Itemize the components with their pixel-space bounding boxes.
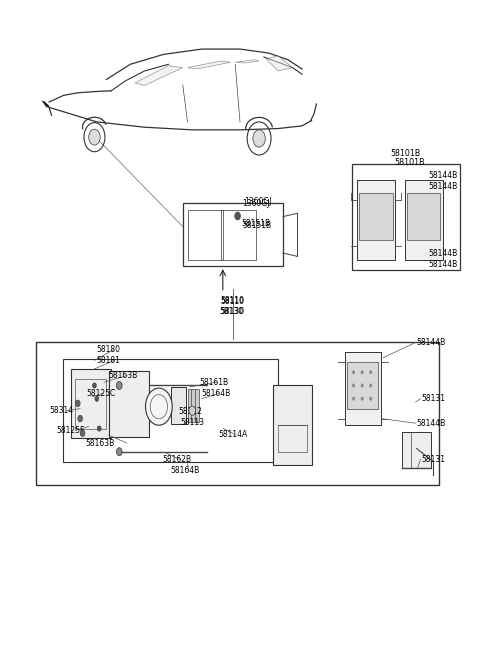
Circle shape <box>80 430 85 436</box>
Text: 58114A: 58114A <box>218 430 248 439</box>
Polygon shape <box>266 56 292 71</box>
Text: 58131: 58131 <box>421 455 445 464</box>
Text: 58164B: 58164B <box>171 466 200 475</box>
Polygon shape <box>188 61 230 69</box>
Circle shape <box>93 383 96 388</box>
Text: 58164B: 58164B <box>202 389 231 398</box>
Bar <box>360 194 393 240</box>
Text: 58112: 58112 <box>178 408 202 416</box>
Text: 58130: 58130 <box>220 307 244 317</box>
Text: 58110: 58110 <box>220 297 244 306</box>
Bar <box>407 194 441 240</box>
Bar <box>405 180 443 259</box>
Bar <box>188 210 223 259</box>
Circle shape <box>189 406 196 415</box>
Bar <box>348 362 378 409</box>
Circle shape <box>369 370 372 374</box>
Text: 58161B: 58161B <box>199 378 228 386</box>
Polygon shape <box>42 100 49 107</box>
Text: 58144B: 58144B <box>428 249 457 257</box>
Text: 58131: 58131 <box>421 394 445 403</box>
Text: 58130: 58130 <box>221 307 245 316</box>
Bar <box>36 342 439 485</box>
Text: 58144B: 58144B <box>428 182 457 191</box>
Text: 1360GJ: 1360GJ <box>244 197 271 206</box>
Circle shape <box>235 212 240 220</box>
Text: 58144B: 58144B <box>417 338 446 347</box>
Circle shape <box>369 397 372 401</box>
Bar <box>63 359 278 462</box>
Text: 58125F: 58125F <box>56 426 84 435</box>
Circle shape <box>253 130 265 147</box>
Text: 58314: 58314 <box>49 406 73 415</box>
Bar <box>195 389 199 422</box>
Bar <box>221 210 256 259</box>
Text: 58113: 58113 <box>180 418 204 427</box>
Text: 58144B: 58144B <box>428 171 457 180</box>
Bar <box>357 180 395 259</box>
Text: 58101B: 58101B <box>394 158 425 168</box>
Bar <box>109 371 149 437</box>
Polygon shape <box>135 66 183 86</box>
Bar <box>274 386 312 465</box>
Circle shape <box>369 384 372 388</box>
Circle shape <box>116 448 122 456</box>
Text: 58101B: 58101B <box>391 149 421 158</box>
Text: 58180: 58180 <box>97 345 121 354</box>
Text: 58125C: 58125C <box>86 389 116 398</box>
Bar <box>71 369 111 438</box>
Circle shape <box>75 400 80 407</box>
Circle shape <box>352 384 355 388</box>
Text: 58181: 58181 <box>97 356 120 365</box>
Circle shape <box>361 370 364 374</box>
Text: 58110: 58110 <box>221 296 245 305</box>
Text: 58151B: 58151B <box>241 219 270 228</box>
Circle shape <box>352 397 355 401</box>
Circle shape <box>352 370 355 374</box>
Circle shape <box>145 388 172 425</box>
Bar <box>402 432 431 468</box>
Circle shape <box>97 426 101 431</box>
Text: 1360GJ: 1360GJ <box>242 199 270 208</box>
Circle shape <box>361 384 364 388</box>
Text: 58162B: 58162B <box>163 455 192 464</box>
Circle shape <box>95 396 99 402</box>
Text: 58144B: 58144B <box>417 419 446 428</box>
Bar <box>183 203 283 266</box>
Text: 58151B: 58151B <box>242 221 272 229</box>
Circle shape <box>116 382 122 390</box>
Bar <box>192 389 196 422</box>
Bar <box>278 425 307 452</box>
Bar <box>188 389 192 422</box>
Circle shape <box>78 415 83 422</box>
Bar <box>75 379 107 428</box>
Polygon shape <box>235 60 259 63</box>
Text: 58144B: 58144B <box>428 260 457 269</box>
Bar <box>345 352 381 425</box>
Bar <box>171 388 186 424</box>
Text: 58163B: 58163B <box>85 440 114 448</box>
Circle shape <box>89 129 100 145</box>
Text: 58163B: 58163B <box>109 371 138 380</box>
Bar <box>352 164 459 269</box>
Circle shape <box>361 397 364 401</box>
